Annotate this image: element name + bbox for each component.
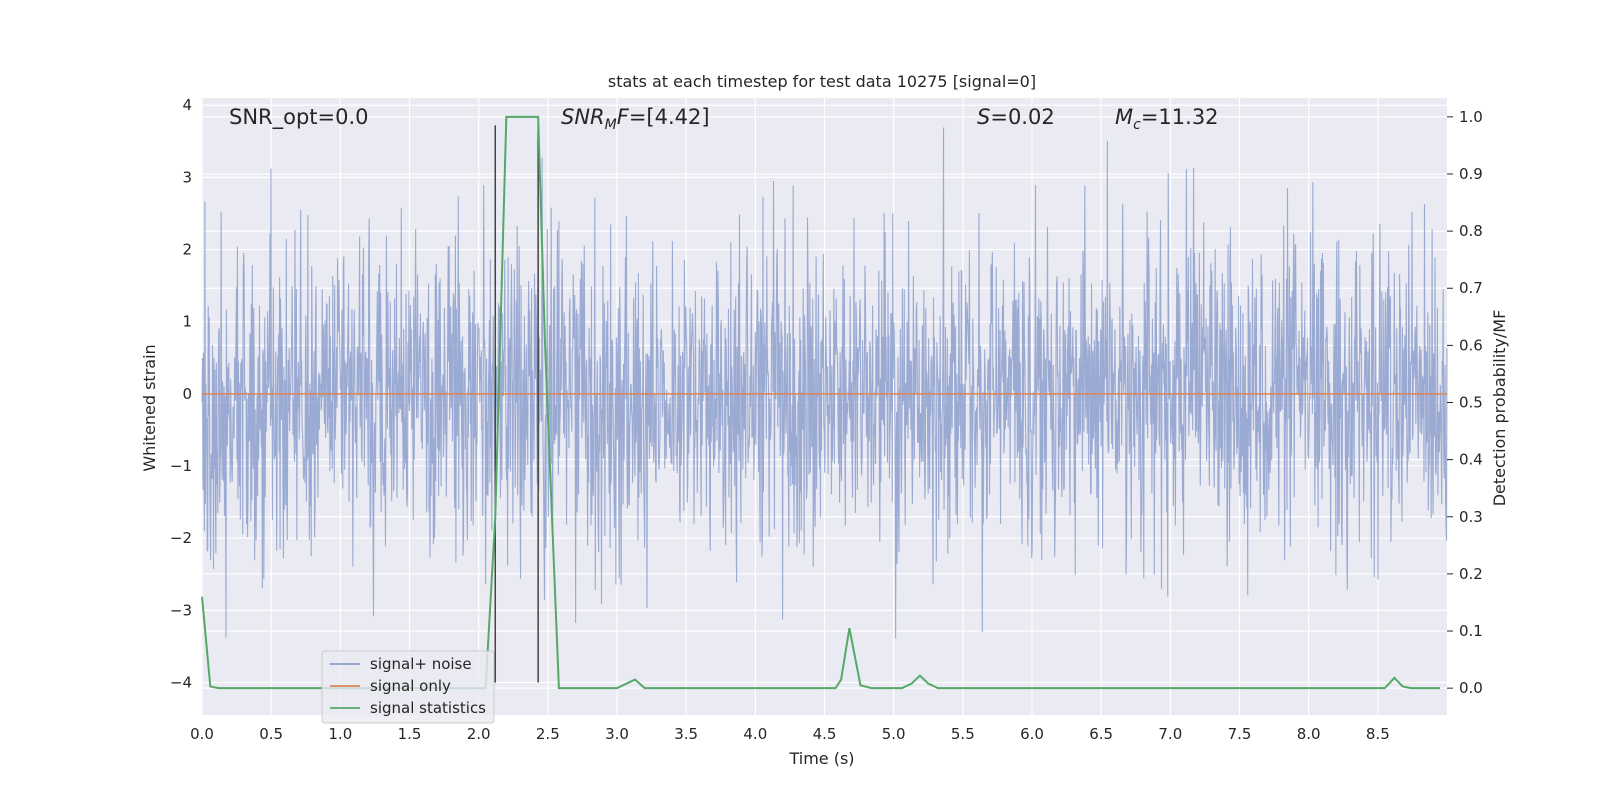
y-right-tick-label: 0.6	[1459, 336, 1483, 354]
x-tick-label: 1.0	[328, 725, 352, 743]
x-tick-label: 0.0	[190, 725, 214, 743]
x-tick-label: 2.5	[536, 725, 560, 743]
annotation-mc-value: =11.32	[1141, 105, 1219, 129]
noise-line	[201, 127, 1448, 639]
annotation-mc: Mc=11.32	[1115, 105, 1219, 133]
legend: signal+ noise signal only signal statist…	[321, 650, 495, 724]
x-tick-label: 7.5	[1228, 725, 1252, 743]
y-left-tick-label: 0	[182, 385, 192, 403]
x-tick-label: 3.5	[674, 725, 698, 743]
y-right-tick-label: 1.0	[1459, 108, 1483, 126]
x-tick-label: 8.5	[1366, 725, 1390, 743]
x-tick-label: 6.5	[1089, 725, 1113, 743]
annotation-snr-mf-value: =[4.42]	[629, 105, 710, 129]
y-left-tick-label: −1	[170, 457, 192, 475]
legend-label-signal-noise: signal+ noise	[370, 655, 472, 673]
grid-lines	[201, 98, 1447, 715]
x-tick-label: 8.0	[1297, 725, 1321, 743]
x-tick-label: 3.0	[605, 725, 629, 743]
y-right-tick-label: 0.1	[1459, 622, 1483, 640]
signal-statistics-line	[201, 115, 1441, 690]
y-left-tick-label: −3	[170, 601, 192, 619]
x-axis-ticks: 0.0 0.5 1.0 1.5 2.0 2.5 3.0 3.5 4.0 4.5 5.0 5.5 6.0 6…	[190, 725, 1390, 743]
y-left-tick-label: 1	[182, 313, 192, 331]
y-right-tick-label: 0.4	[1459, 451, 1483, 469]
y-axis-left-ticks: 4 3 2 1 0 −1 −2 −3 −4	[170, 96, 192, 691]
y-axis-left-label: Whitened strain	[140, 344, 159, 471]
y-left-tick-label: −2	[170, 529, 192, 547]
chart-title: stats at each timestep for test data 102…	[608, 72, 1036, 91]
y-left-tick-label: 4	[182, 96, 192, 114]
y-right-tick-label: 0.0	[1459, 679, 1483, 697]
y-right-tick-label: 0.3	[1459, 508, 1483, 526]
x-tick-label: 6.0	[1020, 725, 1044, 743]
y-left-tick-label: 2	[182, 241, 192, 259]
x-tick-label: 5.0	[882, 725, 906, 743]
legend-box	[321, 650, 495, 724]
x-tick-label: 0.5	[259, 725, 283, 743]
series-signal-statistics	[201, 115, 1441, 690]
x-tick-label: 4.0	[743, 725, 767, 743]
legend-label-signal-only: signal only	[370, 677, 451, 695]
x-tick-label: 5.5	[951, 725, 975, 743]
series-signal-noise	[201, 127, 1448, 639]
x-tick-label: 1.5	[398, 725, 422, 743]
legend-label-signal-statistics: signal statistics	[370, 699, 486, 717]
y-left-tick-label: 3	[182, 168, 192, 186]
annotation-s-stat-value: =0.02	[990, 105, 1054, 129]
x-tick-label: 4.5	[813, 725, 837, 743]
y-axis-right-ticks: 1.0 0.9 0.8 0.7 0.6 0.5 0.4 0.3 0.2 0.1 0.0	[1447, 108, 1483, 697]
x-tick-label: 2.0	[467, 725, 491, 743]
y-left-tick-label: −4	[170, 674, 192, 692]
y-right-tick-label: 0.9	[1459, 165, 1483, 183]
y-axis-right-label: Detection probability/MF	[1490, 310, 1509, 507]
y-right-tick-label: 0.7	[1459, 279, 1483, 297]
x-tick-label: 7.0	[1158, 725, 1182, 743]
annotation-snr-opt: SNR_opt=0.0	[229, 105, 369, 130]
x-axis-label: Time (s)	[788, 749, 854, 768]
annotation-s-stat: S=0.02	[977, 105, 1055, 129]
y-right-tick-label: 0.2	[1459, 565, 1483, 583]
annotation-snr-mf: SNRMF=[4.42]	[561, 105, 710, 133]
vertical-markers	[494, 125, 539, 683]
y-right-tick-label: 0.8	[1459, 222, 1483, 240]
y-right-tick-label: 0.5	[1459, 394, 1483, 412]
